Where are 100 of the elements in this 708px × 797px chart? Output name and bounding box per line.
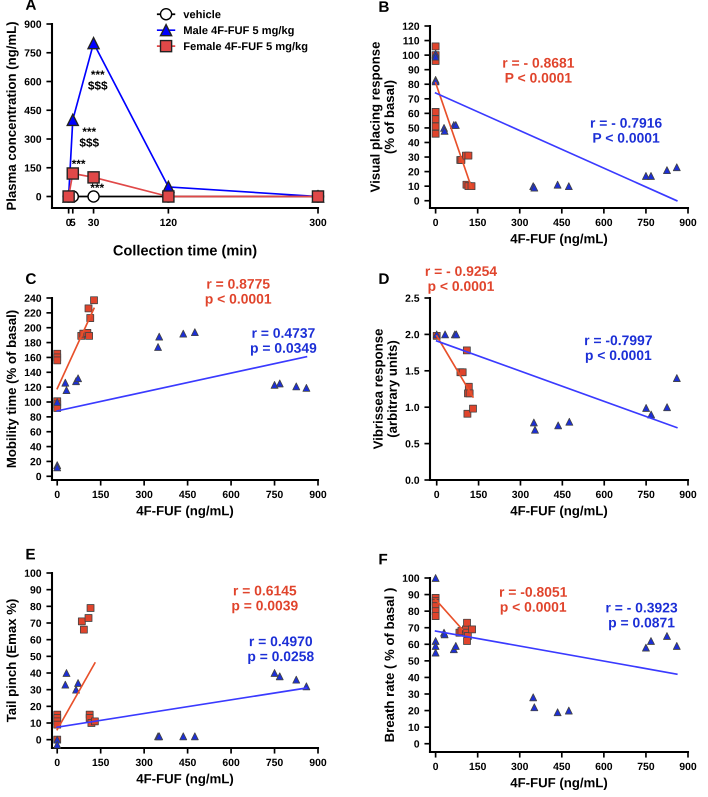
y-tick-label: 90 bbox=[408, 66, 420, 74]
y-tick-label: 90 bbox=[30, 586, 42, 594]
x-tick-label: 0 bbox=[54, 490, 60, 498]
x-tick-label: 450 bbox=[553, 218, 570, 226]
y-tick-label: 60 bbox=[30, 428, 42, 436]
x-tick-label: 0 bbox=[434, 490, 440, 498]
y-tick-label: 600 bbox=[24, 78, 42, 86]
y-tick-label: 100 bbox=[24, 398, 42, 406]
x-tick-label: 600 bbox=[222, 758, 240, 766]
x-tick-label: 150 bbox=[470, 762, 486, 770]
x-axis-title: 4F-FUF (ng/mL) bbox=[510, 506, 608, 518]
x-tick-label: 450 bbox=[553, 762, 570, 770]
y-tick-label: 0 bbox=[36, 736, 42, 744]
x-tick-label: 450 bbox=[179, 490, 196, 498]
annotation: *** bbox=[90, 184, 104, 188]
y-tick-label: 10 bbox=[30, 720, 42, 727]
x-tick-label: 300 bbox=[310, 218, 326, 226]
y-tick-label: 60 bbox=[30, 636, 42, 644]
y-tick-label: 80 bbox=[408, 80, 420, 88]
y-tick-label: 300 bbox=[24, 136, 42, 143]
y-tick-label: 30 bbox=[408, 690, 420, 698]
y-tick-label: 20 bbox=[30, 458, 42, 466]
annotation: r = -0.8051 p < 0.0001 bbox=[500, 587, 567, 615]
y-tick-label: 240 bbox=[24, 294, 42, 302]
y-tick-label: 50 bbox=[408, 657, 420, 665]
chart-title: B bbox=[379, 1, 389, 12]
annotation: *** $$$ bbox=[88, 70, 108, 90]
y-tick-label: 2.0 bbox=[405, 330, 420, 338]
annotation: *** $$$ bbox=[80, 128, 99, 148]
y-tick-label: 140 bbox=[24, 368, 42, 376]
annotation: r = 0.4970 p = 0.0258 bbox=[248, 636, 314, 664]
x-tick-label: 300 bbox=[511, 762, 528, 770]
x-tick-label: 5 bbox=[70, 218, 76, 226]
x-tick-label: 600 bbox=[596, 490, 612, 498]
y-tick-label: 0 bbox=[414, 197, 420, 205]
y-tick-label: 70 bbox=[408, 624, 420, 632]
x-tick-label: 300 bbox=[511, 218, 528, 226]
y-tick-label: 180 bbox=[24, 339, 42, 346]
annotation: r = -0.7997 p < 0.0001 bbox=[585, 335, 652, 363]
x-axis-title: 4F-FUF (ng/mL) bbox=[136, 774, 234, 786]
y-tick-label: 120 bbox=[402, 22, 420, 30]
x-axis-title: Collection time (min) bbox=[113, 244, 256, 258]
x-axis-title: 4F-FUF (ng/mL) bbox=[510, 778, 608, 790]
y-axis-title: Tail pinch (Emax %) bbox=[6, 599, 19, 722]
x-tick-label: 750 bbox=[638, 490, 654, 498]
y-tick-label: 80 bbox=[30, 602, 42, 610]
legend-label: Female 4F-FUF 5 mg/kg bbox=[184, 42, 308, 52]
y-tick-label: 70 bbox=[30, 620, 42, 627]
y-tick-label: 110 bbox=[403, 37, 420, 44]
y-tick-label: 120 bbox=[24, 384, 42, 392]
annotation: r = - 0.7916 P < 0.0001 bbox=[590, 118, 662, 143]
annotation: r = 0.8775 p < 0.0001 bbox=[206, 278, 272, 306]
x-tick-label: 450 bbox=[179, 758, 196, 766]
x-tick-label: 0 bbox=[66, 218, 72, 226]
y-axis-title: Breath rate ( % of basal ) bbox=[384, 588, 397, 742]
x-tick-label: 150 bbox=[470, 218, 486, 226]
y-axis-title: Mobility time (% of basal) bbox=[6, 310, 19, 468]
chart-title: E bbox=[26, 548, 35, 560]
x-tick-label: 600 bbox=[596, 762, 612, 770]
y-tick-label: 40 bbox=[30, 670, 42, 677]
legend-label: vehicle bbox=[183, 10, 221, 18]
y-tick-label: 50 bbox=[408, 124, 420, 132]
annotation: r = 0.6145 p = 0.0039 bbox=[232, 586, 298, 614]
x-tick-label: 150 bbox=[92, 490, 109, 498]
x-tick-label: 900 bbox=[680, 490, 696, 498]
y-tick-label: 70 bbox=[408, 95, 420, 103]
y-tick-label: 60 bbox=[408, 110, 420, 118]
y-tick-label: 750 bbox=[24, 49, 42, 57]
x-tick-label: 750 bbox=[638, 762, 654, 770]
x-tick-label: 600 bbox=[596, 218, 612, 226]
x-tick-label: 750 bbox=[638, 218, 654, 226]
y-tick-label: 90 bbox=[408, 591, 420, 598]
x-tick-label: 900 bbox=[680, 762, 696, 770]
x-tick-label: 300 bbox=[136, 758, 152, 766]
y-tick-label: 40 bbox=[408, 138, 420, 146]
y-tick-label: 20 bbox=[30, 702, 42, 710]
annotation: r = - 0.8681 P < 0.0001 bbox=[503, 58, 574, 83]
chart-title: C bbox=[26, 273, 36, 284]
x-tick-label: 750 bbox=[266, 758, 283, 766]
y-axis-title: Plasma concentration (ng/mL) bbox=[6, 22, 19, 210]
y-tick-label: 0 bbox=[36, 472, 42, 480]
y-tick-label: 10 bbox=[408, 182, 420, 190]
y-axis-title: Visual placing response (% of basal) bbox=[370, 42, 397, 192]
y-tick-label: 100 bbox=[24, 570, 42, 577]
y-tick-label: 450 bbox=[24, 106, 42, 114]
annotation: r = - 0.3923 p = 0.0871 bbox=[606, 602, 678, 630]
x-tick-label: 0 bbox=[433, 218, 438, 226]
x-tick-label: 900 bbox=[310, 490, 326, 498]
legend-label: Male 4F-FUF 5 mg/kg bbox=[184, 26, 294, 36]
y-tick-label: 100 bbox=[402, 574, 420, 582]
y-tick-label: 30 bbox=[408, 154, 420, 161]
y-tick-label: 200 bbox=[24, 324, 42, 332]
y-tick-label: 10 bbox=[408, 724, 420, 732]
x-axis-title: 4F-FUF (ng/mL) bbox=[510, 234, 608, 246]
x-tick-label: 900 bbox=[680, 218, 696, 226]
y-tick-label: 2.5 bbox=[405, 294, 420, 302]
y-tick-label: 20 bbox=[408, 707, 420, 714]
y-tick-label: 40 bbox=[408, 674, 420, 682]
x-tick-label: 150 bbox=[470, 490, 487, 498]
x-tick-label: 0 bbox=[433, 762, 438, 770]
